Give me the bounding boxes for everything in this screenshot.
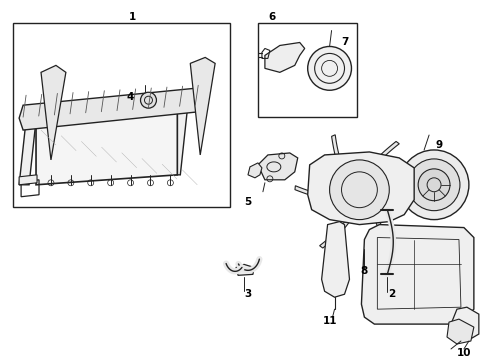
Polygon shape [321,222,349,297]
Polygon shape [171,110,187,175]
Polygon shape [190,57,215,155]
Text: 4: 4 [127,92,134,102]
Polygon shape [248,163,262,178]
Polygon shape [451,307,479,341]
Text: 1: 1 [129,12,136,22]
Text: 10: 10 [457,348,471,358]
Bar [258,23,357,117]
Text: 5: 5 [245,197,251,207]
Text: 7: 7 [341,37,348,48]
Polygon shape [332,135,352,187]
Polygon shape [19,88,205,130]
Polygon shape [265,42,305,72]
Polygon shape [362,141,399,184]
Circle shape [308,46,351,90]
Polygon shape [19,175,37,185]
Polygon shape [41,66,66,160]
Polygon shape [370,189,424,204]
Polygon shape [36,110,177,185]
Polygon shape [447,319,474,344]
Circle shape [399,150,469,220]
Polygon shape [319,206,357,248]
Circle shape [345,181,373,209]
Bar [13,23,230,207]
Text: 2: 2 [388,289,395,299]
Circle shape [408,159,460,211]
Polygon shape [362,225,474,324]
Text: 8: 8 [361,266,368,276]
Text: 11: 11 [322,316,337,326]
Circle shape [141,92,156,108]
Polygon shape [308,152,414,225]
Polygon shape [367,202,387,255]
Text: 9: 9 [436,140,442,150]
Polygon shape [236,264,254,275]
Polygon shape [295,186,348,200]
Text: 3: 3 [245,289,251,299]
Text: 6: 6 [268,12,275,22]
Circle shape [330,160,389,220]
Polygon shape [258,153,298,180]
Polygon shape [19,120,36,185]
Circle shape [418,169,450,201]
